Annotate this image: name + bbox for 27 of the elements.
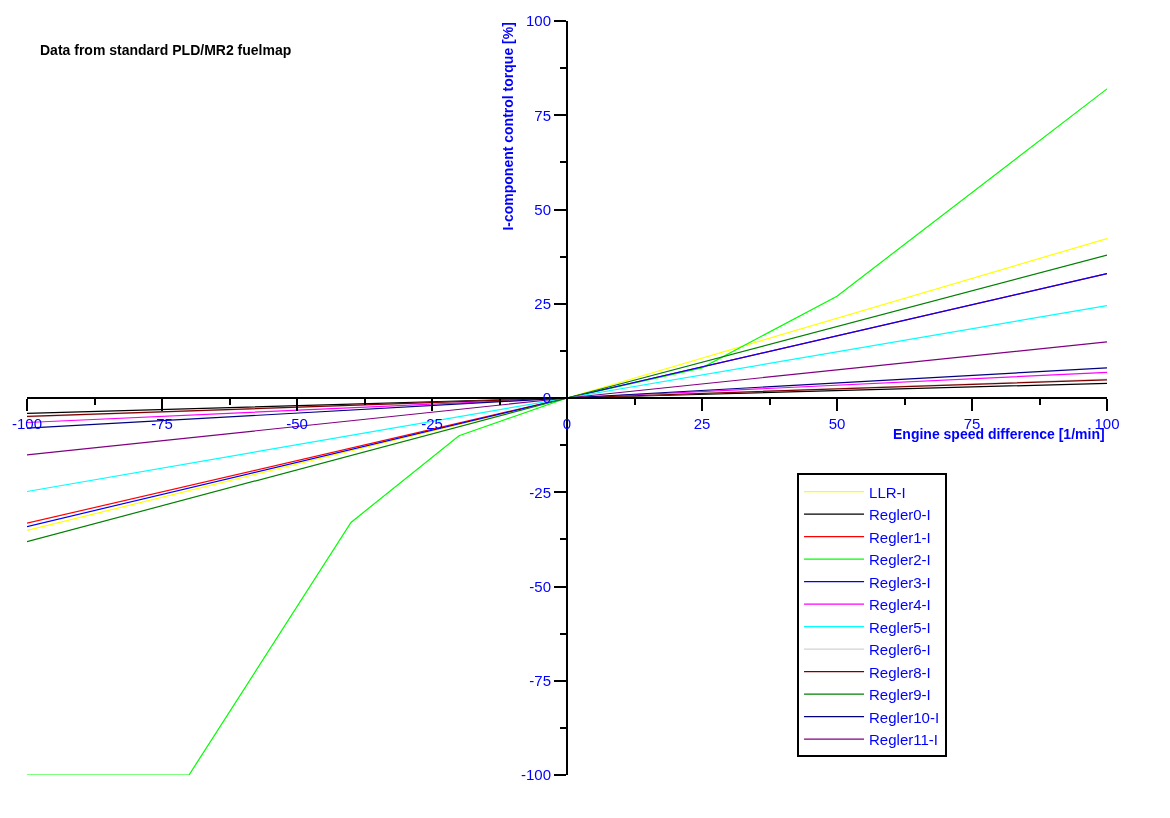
y-tick-label: 25 <box>534 295 551 312</box>
legend-label: Regler8-I <box>869 663 931 681</box>
legend-label: Regler11-I <box>869 731 938 748</box>
legend-label: Regler3-I <box>869 573 931 591</box>
legend-label: Regler2-I <box>869 551 931 568</box>
x-tick-label: 50 <box>828 415 846 432</box>
y-axis-title: I-component control torque [%] <box>499 22 516 231</box>
legend-label: Regler1-I <box>869 528 931 546</box>
y-tick-label: -100 <box>520 766 551 784</box>
y-tick-label: -50 <box>529 577 551 595</box>
legend-label: Regler5-I <box>869 618 931 636</box>
x-tick-label: -100 <box>11 415 43 432</box>
y-tick-label: 100 <box>525 12 551 30</box>
y-tick-label: 0 <box>542 389 551 407</box>
y-tick-label: 50 <box>534 200 551 218</box>
x-tick-label: 25 <box>693 415 711 432</box>
legend-label: Regler4-I <box>869 596 931 613</box>
legend-label: Regler9-I <box>869 686 931 703</box>
legend-label: Regler0-I <box>869 506 931 523</box>
text: Data from standard PLD/MR2 fuelmap <box>40 42 292 58</box>
y-tick-label: -75 <box>529 672 551 689</box>
legend-label: LLR-I <box>869 483 906 501</box>
y-tick-label: -25 <box>529 483 551 501</box>
y-tick-label: 75 <box>534 106 551 124</box>
legend-label: Regler6-I <box>869 641 931 658</box>
x-tick-label: 75 <box>963 415 981 432</box>
legend-label: Regler10-I <box>869 708 940 726</box>
